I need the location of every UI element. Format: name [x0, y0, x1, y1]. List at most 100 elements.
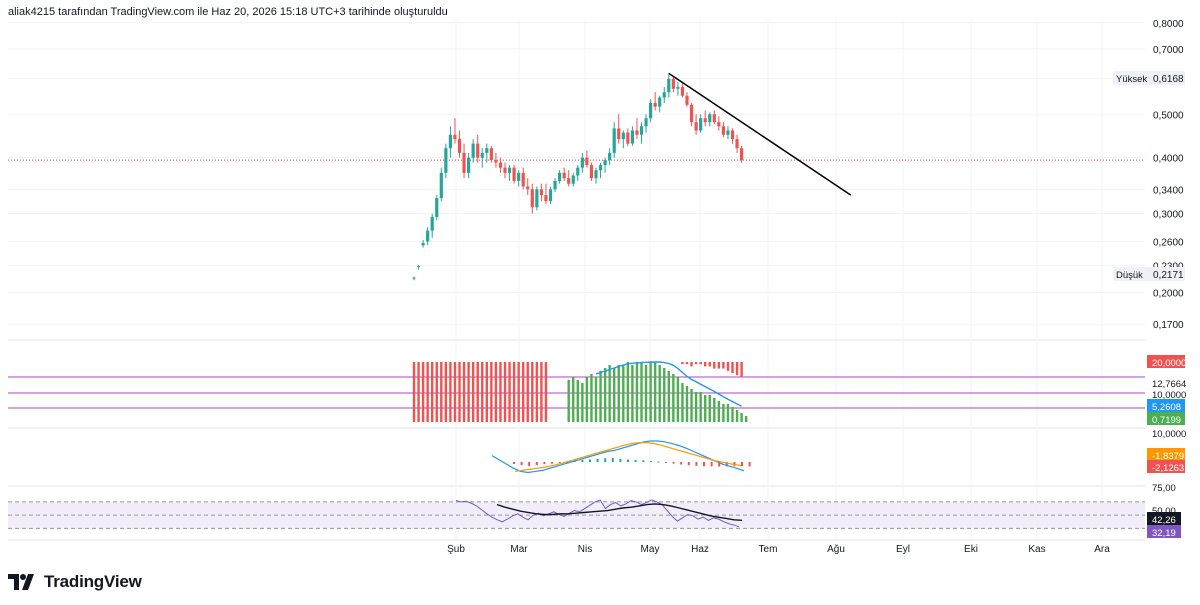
indicator-pane[interactable] [8, 361, 1145, 422]
macd-hist-bar [566, 462, 569, 463]
indicator-value-label: 0,7199 [1152, 415, 1181, 426]
green-hist-bar [576, 380, 579, 422]
time-axis-label: Tem [759, 544, 778, 555]
macd-hist-bar [596, 458, 599, 462]
red-top-bar [726, 362, 730, 371]
green-hist-bar [699, 392, 702, 422]
red-hist-bar [431, 362, 434, 422]
high-value: 0,6168 [1153, 74, 1184, 85]
green-hist-bar [626, 362, 630, 422]
indicator-value-tag [1147, 399, 1185, 412]
red-hist-bar [449, 362, 452, 422]
candle-body [485, 148, 489, 153]
red-top-bar [731, 362, 734, 373]
time-axis-label: Kas [1028, 544, 1045, 555]
macd-hist-bar [718, 462, 721, 467]
candle-body [467, 157, 471, 173]
candle-body [526, 186, 530, 190]
red-hist-bar [421, 362, 425, 422]
candle-body [512, 167, 516, 181]
time-axis-label: Eki [964, 544, 978, 555]
candle-body [621, 132, 625, 140]
macd-line [491, 440, 745, 474]
green-hist-bar [708, 395, 711, 422]
macd-hist-bar [672, 462, 675, 464]
candle-body [608, 152, 612, 161]
green-hist-bar [690, 389, 693, 422]
green-hist-bar [581, 383, 584, 422]
macd-hist-bar [581, 459, 584, 462]
candle-body [689, 104, 694, 123]
candle-body [630, 130, 634, 144]
candle-body [448, 134, 452, 149]
candle-body [671, 78, 675, 89]
red-hist-bar [526, 362, 529, 422]
price-tick-label: 0,8000 [1153, 19, 1184, 30]
time-axis[interactable]: Şub Mar Nis May Haz Tem Ağu Eyl Eki Kas Ara [447, 544, 1110, 555]
candle-body [676, 87, 680, 89]
red-hist-bar [435, 362, 438, 422]
candle-body [594, 170, 598, 179]
red-hist-bar [531, 362, 534, 422]
red-hist-bar [481, 362, 484, 422]
green-hist-bar [631, 365, 634, 422]
red-hist-bar [458, 362, 461, 422]
candle-body [517, 172, 521, 181]
macd-hist-bar [649, 460, 652, 462]
green-hist-bar [676, 377, 680, 422]
rsi-pane[interactable] [8, 499, 1145, 529]
green-hist-bar [681, 383, 684, 422]
red-hist-bar [494, 362, 498, 422]
macd-pane[interactable] [491, 440, 751, 474]
green-hist-bar [740, 413, 743, 422]
price-axis[interactable]: 0,80000,70000,60000,50000,40000,34000,30… [1113, 19, 1186, 539]
low-tag [1113, 267, 1185, 281]
red-hist-bar [522, 362, 525, 422]
high-tag [1113, 71, 1185, 85]
time-axis-label: Mar [510, 544, 528, 555]
rsi-value-label: 42,26 [1152, 515, 1176, 526]
candle-body [662, 92, 666, 98]
indicator-value-label: 12,7664 [1152, 379, 1186, 390]
candle-body [567, 178, 571, 184]
candle-body [717, 122, 721, 127]
red-top-bar [722, 362, 725, 369]
green-hist-bar [731, 407, 734, 422]
green-hist-bar [617, 365, 620, 422]
price-pane[interactable] [8, 72, 1145, 281]
red-hist-bar [517, 362, 520, 422]
candle-body [699, 118, 703, 131]
time-axis-label: Şub [447, 544, 465, 555]
red-hist-bar [490, 362, 493, 422]
candle-body [726, 130, 730, 135]
green-hist-bar [685, 386, 689, 422]
macd-hist-bar [695, 462, 698, 466]
rsi-value-label: 50,00 [1152, 506, 1176, 517]
candle-body [685, 95, 689, 105]
low-value: 0,2171 [1153, 270, 1184, 281]
green-hist-bar [735, 410, 739, 422]
candle-body [457, 139, 462, 153]
candle-body [444, 148, 448, 173]
indicator-value-label: 20,0000 [1152, 358, 1186, 369]
macd-value-label: -1,8379 [1152, 451, 1184, 462]
candle-body [598, 165, 603, 171]
rsi-value-tag [1147, 512, 1181, 525]
candle-body [439, 172, 443, 199]
red-top-bar [685, 362, 689, 365]
candle-body [426, 230, 430, 242]
macd-hist-bar [535, 462, 538, 466]
tradingview-logo-icon [8, 574, 34, 590]
candle-body [740, 148, 744, 161]
red-top-bar [690, 362, 693, 367]
green-hist-bar [599, 371, 602, 422]
signal-line [514, 442, 742, 473]
macd-hist-bar [687, 462, 690, 466]
tradingview-brand[interactable]: TradingView [8, 572, 142, 592]
rsi-line [455, 499, 740, 528]
red-hist-bar [544, 362, 548, 422]
green-hist-bar [594, 377, 598, 422]
red-top-bar [740, 362, 743, 378]
time-axis-label: Ara [1094, 544, 1110, 555]
